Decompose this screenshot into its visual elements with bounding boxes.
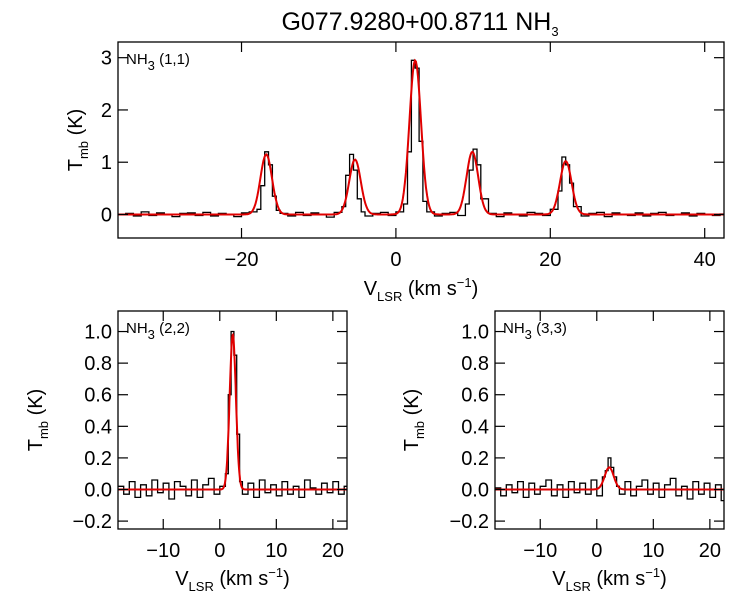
- panel-label-subscript: 3: [148, 58, 155, 73]
- y-axis-label-subscript: mb: [36, 421, 51, 439]
- panel-label: NH3 (3,3): [503, 320, 567, 342]
- x-tick-label: 20: [539, 249, 561, 271]
- panel-label-subscript: 3: [525, 327, 532, 342]
- panel-label-text: (3,3): [532, 320, 567, 337]
- y-tick-label: 0.4: [461, 416, 489, 438]
- x-tick-label: 0: [390, 249, 401, 271]
- y-tick-label: 2: [101, 100, 112, 122]
- y-tick-label: 0.6: [461, 385, 489, 407]
- x-axis-label: VLSR (km s−1): [364, 275, 479, 304]
- y-tick-label: 0.8: [461, 353, 489, 375]
- y-tick-label: 1.0: [84, 322, 112, 344]
- panel-label-text: (1,1): [155, 51, 190, 68]
- x-axis-label-subscript: LSR: [377, 289, 402, 304]
- y-axis-label-subscript: mb: [76, 141, 91, 159]
- x-axis-label-main: V: [552, 568, 566, 590]
- y-axis-label-text: (K): [65, 109, 87, 141]
- x-axis-label-superscript: −1: [645, 565, 660, 580]
- y-axis-label: Tmb (K): [401, 389, 427, 452]
- x-axis-label-text: (km s: [591, 568, 645, 590]
- y-axis-label-main: T: [65, 159, 87, 171]
- y-tick-label: 0.2: [461, 448, 489, 470]
- x-axis-label-main: V: [175, 568, 189, 590]
- panel-label: NH3 (2,2): [126, 320, 190, 342]
- fit-curve: [118, 332, 347, 491]
- x-axis-label-main: V: [364, 278, 378, 300]
- panel-label: NH3 (1,1): [126, 51, 190, 73]
- x-tick-label: 10: [642, 540, 664, 562]
- y-tick-label: 0.0: [84, 480, 112, 502]
- x-tick-label: 20: [322, 540, 344, 562]
- x-axis-label-superscript: −1: [457, 275, 472, 290]
- x-tick-label: −10: [523, 540, 557, 562]
- x-axis-label: VLSR (km s−1): [552, 565, 667, 594]
- x-axis-label-text: (km s: [402, 278, 456, 300]
- y-tick-label: 0.0: [461, 480, 489, 502]
- plot-frame: [117, 41, 725, 239]
- y-axis-label-main: T: [401, 439, 423, 451]
- plot-frame: [494, 310, 725, 530]
- figure-title-subscript: 3: [551, 24, 558, 39]
- figure-title: G077.9280+00.8711 NH3: [281, 8, 558, 39]
- y-tick-label: 0.4: [84, 416, 112, 438]
- figure-title-main: G077.9280+00.8711 NH: [281, 8, 551, 36]
- x-axis-label-end: ): [472, 278, 479, 300]
- panel-label-main: NH: [503, 320, 525, 337]
- y-tick-label: 1.0: [461, 322, 489, 344]
- panel-2: −10 0 10 20 −0.2 0.0 0.2 0.4 0.6 0.8 1.0 NH3 (2,2) V…: [25, 310, 348, 594]
- y-axis-label-main: T: [25, 439, 47, 451]
- y-tick-label: 0.6: [84, 385, 112, 407]
- panel-label-subscript: 3: [148, 327, 155, 342]
- y-tick-label: −0.2: [73, 511, 112, 533]
- y-tick-label: 0.8: [84, 353, 112, 375]
- fit-curve: [495, 466, 724, 491]
- y-axis-label-subscript: mb: [412, 421, 427, 439]
- x-tick-label: 0: [214, 540, 225, 562]
- x-axis-label-text: (km s: [214, 568, 268, 590]
- x-tick-label: 0: [591, 540, 602, 562]
- y-tick-label: −0.2: [450, 511, 489, 533]
- y-tick-label: 0: [101, 204, 112, 226]
- y-tick-label: 3: [101, 48, 112, 70]
- x-axis-label-subscript: LSR: [189, 579, 214, 594]
- x-axis-label-end: ): [660, 568, 667, 590]
- panel-label-text: (2,2): [155, 320, 190, 337]
- x-tick-label: 20: [699, 540, 721, 562]
- x-axis-label: VLSR (km s−1): [175, 565, 290, 594]
- x-tick-label: 40: [694, 249, 716, 271]
- plot-frame: [117, 310, 348, 530]
- spectrum-histogram: [495, 457, 724, 502]
- y-tick-label: 1: [101, 152, 112, 174]
- y-axis-label: Tmb (K): [25, 389, 51, 452]
- spectrum-histogram: [118, 330, 347, 500]
- x-tick-label: −20: [225, 249, 259, 271]
- panel-3: −10 0 10 20 −0.2 0.0 0.2 0.4 0.6 0.8 1.0 NH3 (3,3) V…: [401, 310, 725, 594]
- spectrum-histogram: [118, 59, 724, 218]
- x-tick-label: −10: [146, 540, 180, 562]
- x-axis-label-subscript: LSR: [566, 579, 591, 594]
- fit-curve: [118, 58, 724, 216]
- x-axis-label-end: ): [283, 568, 290, 590]
- panel-label-main: NH: [126, 51, 148, 68]
- y-tick-label: 0.2: [84, 448, 112, 470]
- y-axis-label-text: (K): [401, 389, 423, 421]
- y-axis-label: Tmb (K): [65, 109, 91, 172]
- x-tick-label: 10: [265, 540, 287, 562]
- y-axis-label-text: (K): [25, 389, 47, 421]
- panel-label-main: NH: [126, 320, 148, 337]
- x-axis-label-superscript: −1: [268, 565, 283, 580]
